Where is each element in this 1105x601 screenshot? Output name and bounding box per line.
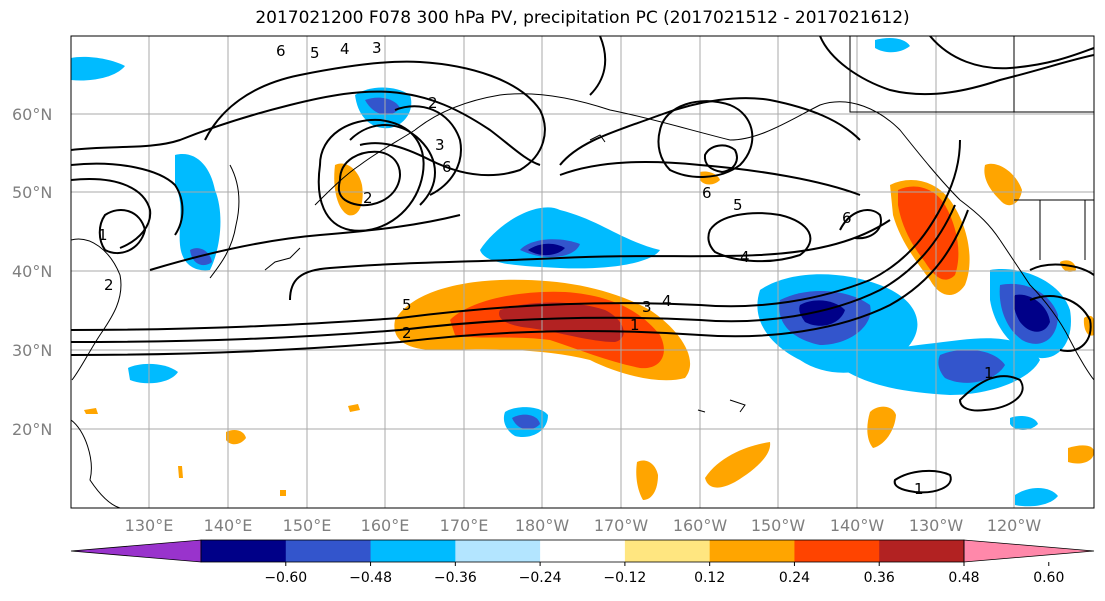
neg-region-nw-pacific (480, 207, 660, 269)
lon-label: 160°W (673, 516, 728, 535)
contour-label: 3 (435, 136, 445, 154)
colorbar (70, 539, 1095, 563)
pos-region-kamchatka (334, 163, 363, 216)
lon-label: 150°E (283, 516, 332, 535)
lat-label: 30°N (12, 341, 52, 360)
lon-label: 180°W (515, 516, 570, 535)
colorbar-tick-label: −0.60 (264, 570, 307, 586)
pv-contours (71, 36, 1094, 494)
neg-region-japan (175, 154, 221, 271)
graticule (71, 36, 1094, 508)
colorbar-bin (624, 540, 711, 562)
contour-label: 2 (428, 94, 438, 112)
contour-label: 3 (372, 39, 382, 57)
colorbar-tick-label: 0.36 (864, 570, 895, 586)
contour-label: 6 (442, 158, 452, 176)
contour-label: 1 (98, 226, 108, 244)
colorbar-tick-label: 0.12 (694, 570, 725, 586)
lat-axis: 60°N 50°N 40°N 30°N 20°N (12, 105, 52, 439)
colorbar-bin (709, 540, 795, 562)
lon-label: 150°W (751, 516, 806, 535)
colorbar-bin (285, 540, 372, 562)
colorbar-tick-label: 0.60 (1033, 570, 1064, 586)
colorbar-outline (200, 539, 965, 563)
colorbar-bin (455, 540, 541, 562)
colorbar-extend-max (963, 539, 1095, 563)
contour-label: 6 (276, 42, 286, 60)
contour-label: 6 (702, 184, 712, 202)
lon-label: 140°E (204, 516, 253, 535)
colorbar-tick-label: 0.48 (948, 570, 979, 586)
colorbar-bin (201, 540, 287, 562)
lon-label: 130°W (909, 516, 964, 535)
contour-label: 1 (630, 316, 640, 334)
lat-label: 60°N (12, 105, 52, 124)
coastlines (71, 36, 1094, 508)
contour-label: 5 (733, 196, 743, 214)
contour-label: 4 (740, 248, 750, 266)
colorbar-bin (794, 540, 880, 562)
contour-label: 4 (340, 40, 350, 58)
lon-label: 170°W (594, 516, 649, 535)
colorbar-bin (370, 540, 456, 562)
lat-label: 50°N (12, 183, 52, 202)
contour-label-group: 6 5 4 3 2 2 3 6 6 5 4 1 2 5 2 4 3 1 6 1 … (98, 39, 994, 498)
contour-label: 1 (914, 480, 924, 498)
contour-label: 5 (310, 44, 320, 62)
lat-label: 20°N (12, 420, 52, 439)
lat-label: 40°N (12, 262, 52, 281)
colorbar-bin (879, 540, 965, 562)
colorbar-tick-label: −0.48 (349, 570, 392, 586)
colorbar-extend-min (70, 539, 202, 563)
precip-shading (71, 38, 1094, 507)
colorbar-bin (540, 540, 626, 562)
colorbar-tick-label: −0.24 (519, 570, 562, 586)
contour-label: 3 (642, 298, 652, 316)
contour-label: 2 (402, 324, 412, 342)
lon-label: 120°W (987, 516, 1042, 535)
colorbar-ticks: −0.60 −0.48 −0.36 −0.24 −0.12 0.12 0.24 0.36 0.4… (264, 562, 1064, 586)
contour-label: 2 (104, 276, 114, 294)
contour-label: 2 (363, 189, 373, 207)
colorbar-tick-label: −0.36 (434, 570, 477, 586)
lon-axis: 130°E 140°E 150°E 160°E 170°E 180°W 170°… (125, 516, 1042, 535)
plot-border (70, 35, 1095, 509)
colorbar-tick-label: −0.12 (603, 570, 646, 586)
lon-label: 160°E (361, 516, 410, 535)
map-title: 2017021200 F078 300 hPa PV, precipitatio… (255, 8, 910, 28)
lon-label: 170°E (440, 516, 489, 535)
contour-label: 1 (984, 364, 994, 382)
contour-label: 6 (842, 209, 852, 227)
lon-label: 140°W (830, 516, 885, 535)
contour-label: 5 (402, 296, 412, 314)
colorbar-tick-label: 0.24 (779, 570, 810, 586)
contour-label: 4 (662, 292, 672, 310)
lon-label: 130°E (125, 516, 174, 535)
